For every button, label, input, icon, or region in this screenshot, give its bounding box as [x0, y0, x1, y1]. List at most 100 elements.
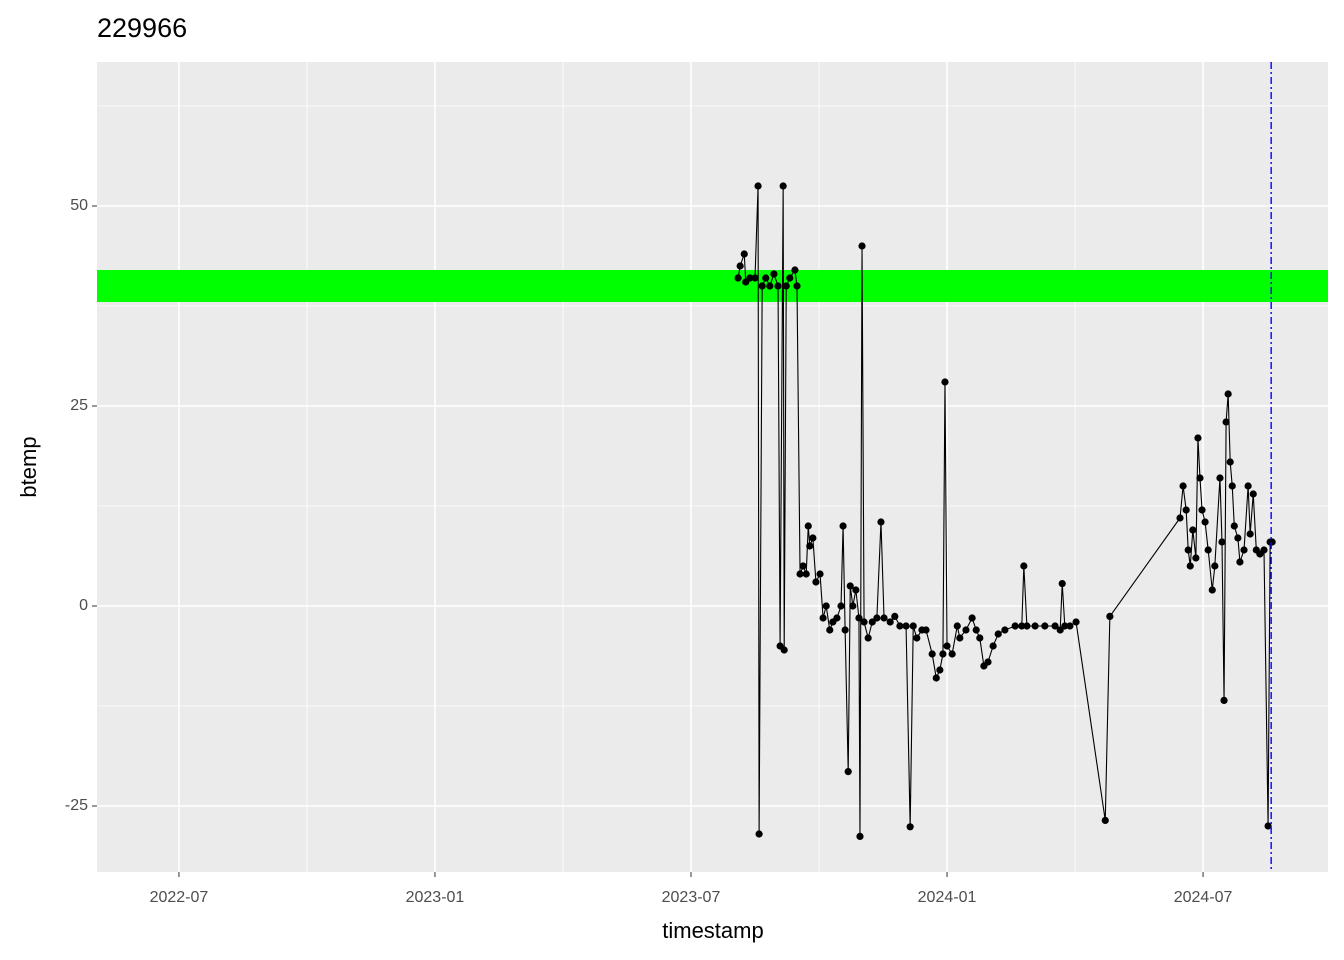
data-point [780, 646, 788, 654]
data-point [880, 614, 888, 622]
data-point [837, 602, 845, 610]
data-point [1216, 474, 1224, 482]
data-point [1192, 554, 1200, 562]
data-point [1194, 434, 1202, 442]
target-band [97, 270, 1328, 302]
data-point [896, 622, 904, 630]
data-point [1179, 482, 1187, 490]
data-point [976, 634, 984, 642]
data-point [1176, 514, 1184, 522]
data-point [913, 634, 921, 642]
y-tick-label: 0 [79, 597, 88, 614]
data-point [994, 630, 1002, 638]
data-point [860, 618, 868, 626]
data-point [953, 622, 961, 630]
x-tick-label: 2022-07 [150, 889, 209, 906]
data-point [1218, 538, 1226, 546]
data-point [1058, 580, 1066, 588]
data-point [1011, 622, 1019, 630]
data-point [841, 626, 849, 634]
data-point [849, 602, 857, 610]
data-point [1072, 618, 1080, 626]
data-point [754, 182, 762, 190]
panel [97, 62, 1328, 872]
data-point [1228, 482, 1236, 490]
series-line [737, 185, 1273, 837]
data-point [766, 282, 774, 290]
data-point [1031, 622, 1039, 630]
data-point [793, 282, 801, 290]
data-point [833, 614, 841, 622]
data-point [1204, 546, 1212, 554]
data-point [804, 522, 812, 530]
data-point [839, 522, 847, 530]
data-point [1222, 418, 1230, 426]
data-point [1106, 612, 1114, 621]
data-point [782, 282, 790, 290]
data-point [956, 634, 964, 642]
data-point [1198, 506, 1206, 514]
data-point [858, 242, 866, 250]
data-point [755, 830, 763, 838]
data-point [816, 570, 824, 578]
data-point [989, 642, 997, 650]
chart-title: 229966 [97, 13, 187, 43]
data-point [1230, 522, 1238, 530]
data-point [1018, 622, 1026, 630]
data-point [1234, 534, 1242, 542]
data-point [948, 650, 956, 658]
data-point [943, 642, 951, 650]
data-point [1189, 526, 1197, 534]
data-point [809, 534, 817, 542]
data-point [791, 266, 799, 274]
data-point [751, 274, 759, 282]
data-point [1208, 586, 1216, 594]
data-point [812, 578, 820, 586]
data-point [928, 650, 936, 658]
data-point [852, 586, 860, 594]
data-point [1244, 482, 1252, 490]
y-axis-label: btemp [16, 436, 41, 497]
data-point [1020, 562, 1028, 570]
data-point [734, 274, 742, 282]
x-tick-label: 2024-07 [1174, 889, 1233, 906]
data-point [1061, 622, 1069, 630]
data-point [1201, 518, 1209, 526]
data-point [1196, 474, 1204, 482]
data-point [802, 570, 810, 578]
data-point [984, 658, 992, 666]
data-point [758, 282, 766, 290]
data-point [779, 182, 787, 190]
data-point [1023, 622, 1031, 630]
data-point [806, 542, 814, 550]
data-point [855, 614, 863, 622]
data-point [1001, 626, 1009, 634]
data-point [1051, 622, 1059, 630]
data-point [1246, 530, 1254, 538]
data-point [909, 622, 917, 630]
data-point [826, 626, 834, 634]
data-point [1186, 562, 1194, 570]
x-tick-label: 2023-07 [662, 889, 721, 906]
data-point [1041, 622, 1049, 630]
data-point [770, 270, 778, 278]
data-point [774, 282, 782, 290]
x-tick-label: 2024-01 [918, 889, 977, 906]
data-point [1268, 538, 1276, 546]
data-point [1211, 562, 1219, 570]
data-point [786, 274, 794, 282]
data-point [1240, 546, 1248, 554]
y-tick-label: 50 [70, 197, 88, 214]
data-point [844, 768, 852, 776]
data-point [1226, 458, 1234, 466]
data-point [962, 626, 970, 634]
data-point [864, 634, 872, 642]
data-point [922, 626, 930, 634]
data-point [886, 618, 894, 626]
data-point [1224, 390, 1232, 398]
data-point [968, 614, 976, 622]
data-point [936, 666, 944, 674]
data-point [1249, 490, 1257, 498]
data-point [846, 582, 854, 590]
data-point [736, 262, 744, 270]
